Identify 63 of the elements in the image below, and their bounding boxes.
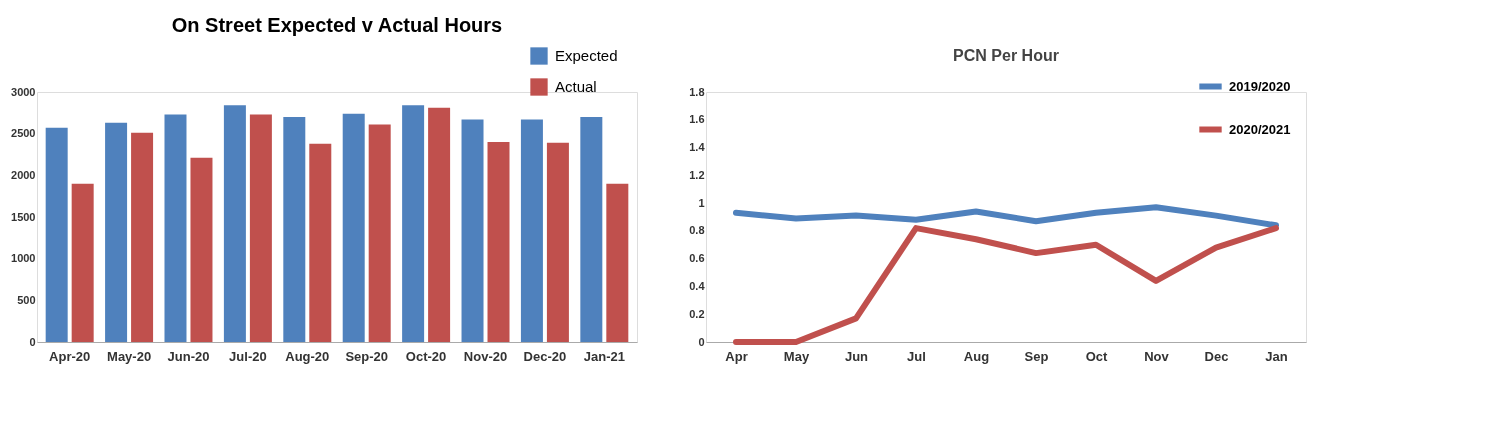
y-tick-label: 2000 <box>11 168 36 181</box>
x-tick-label: Jan-21 <box>583 348 625 364</box>
bar <box>342 113 365 342</box>
x-tick-label: Aug-20 <box>285 348 330 364</box>
y-tick-label: 0 <box>698 335 705 348</box>
x-tick-label: Dec <box>1204 348 1229 364</box>
bar <box>368 124 391 342</box>
x-tick-label: Oct <box>1085 348 1109 364</box>
x-tick-label: May-20 <box>107 348 152 364</box>
y-tick-label: 0.8 <box>689 224 705 237</box>
legend-label: Actual <box>555 78 597 95</box>
bar <box>546 142 569 342</box>
bar <box>223 105 246 342</box>
chart-title: On Street Expected v Actual Hours <box>171 14 503 36</box>
x-tick-label: May <box>783 348 810 364</box>
y-tick-label: 1.4 <box>689 141 706 154</box>
bar <box>71 183 94 342</box>
y-tick-label: 1000 <box>11 252 36 265</box>
x-tick-label: Nov <box>1144 348 1170 364</box>
x-tick-label: Dec-20 <box>523 348 567 364</box>
bar <box>428 107 451 342</box>
bar <box>520 119 543 342</box>
y-tick-label: 1500 <box>11 210 36 223</box>
y-tick-label: 1 <box>698 196 705 209</box>
x-tick-label: Nov-20 <box>463 348 508 364</box>
y-tick-label: 500 <box>17 293 36 306</box>
x-tick-label: Jun-20 <box>167 348 210 364</box>
bar <box>45 127 68 342</box>
bar <box>402 105 425 342</box>
y-tick-label: 0.4 <box>689 279 706 292</box>
x-tick-label: Sep-20 <box>345 348 389 364</box>
chart-title: PCN Per Hour <box>953 47 1059 64</box>
x-tick-label: Aug <box>963 348 990 364</box>
x-tick-label: Sep <box>1024 348 1049 364</box>
x-tick-label: Apr-20 <box>49 348 91 364</box>
bar <box>309 143 332 342</box>
bar <box>487 142 510 342</box>
y-tick-label: 2500 <box>11 127 36 140</box>
y-tick-label: 1.8 <box>689 85 705 98</box>
y-tick-label: 0 <box>29 335 36 348</box>
y-tick-label: 3000 <box>11 85 36 98</box>
bar <box>164 114 187 342</box>
y-tick-label: 1.2 <box>689 168 705 181</box>
x-tick-label: Oct-20 <box>405 348 447 364</box>
legend-label: 2019/2020 <box>1229 78 1291 94</box>
y-tick-label: 1.6 <box>689 113 705 126</box>
x-tick-label: Jun <box>844 348 869 364</box>
bar <box>461 119 484 342</box>
bar <box>283 117 306 342</box>
bar <box>131 132 154 342</box>
legend-label: 2020/2021 <box>1229 121 1291 137</box>
x-tick-label: Jan <box>1265 348 1288 364</box>
bar <box>606 183 629 342</box>
bar <box>249 114 272 342</box>
legend-label: Expected <box>555 47 618 64</box>
x-tick-label: Jul-20 <box>229 348 267 364</box>
bar <box>580 117 603 342</box>
y-tick-label: 0.6 <box>689 252 705 265</box>
x-tick-label: Apr <box>725 348 748 364</box>
y-tick-label: 0.2 <box>689 307 705 320</box>
bar <box>190 157 213 342</box>
bar <box>105 122 128 342</box>
x-tick-label: Jul <box>907 348 926 364</box>
